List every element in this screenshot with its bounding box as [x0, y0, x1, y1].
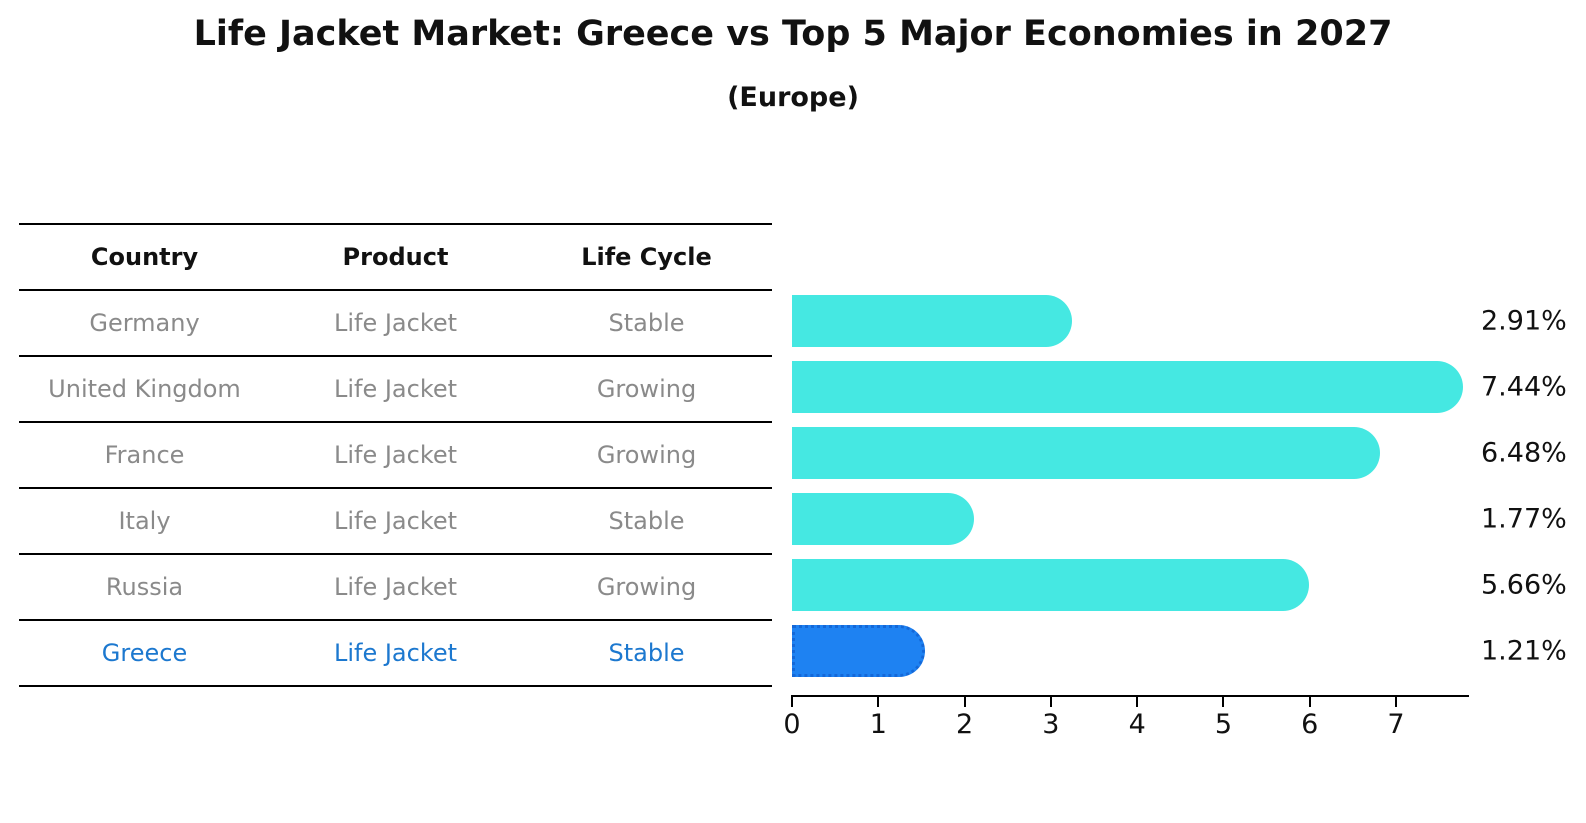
x-tick-label-1: 1: [869, 709, 887, 740]
life-cycle-cell: Stable: [608, 507, 685, 535]
x-tick-label-3: 3: [1042, 709, 1060, 740]
life-cycle-cell: Stable: [608, 639, 685, 667]
x-tick-label-2: 2: [955, 709, 974, 740]
bar-italy: [792, 493, 974, 545]
product-cell: Life Jacket: [333, 375, 458, 403]
value-label-greece: 1.21%: [1481, 635, 1567, 667]
table-row-united-kingdom: United Kingdom Life Jacket Growing: [19, 357, 772, 423]
x-tick-mark-7: [1395, 695, 1398, 707]
product-cell: Life Jacket: [333, 573, 458, 601]
life-cycle-cell: Growing: [596, 441, 697, 469]
x-tick-mark-3: [1049, 695, 1052, 707]
country-cell: Italy: [118, 507, 171, 535]
country-cell: Russia: [105, 573, 184, 601]
x-tick-label-6: 6: [1301, 709, 1319, 740]
bar-russia: [792, 559, 1309, 611]
value-label-italy: 1.77%: [1481, 503, 1567, 535]
country-cell: Greece: [101, 639, 188, 667]
x-tick-mark-4: [1136, 695, 1139, 707]
chart-title: Life Jacket Market: Greece vs Top 5 Majo…: [193, 14, 1393, 54]
bar-united-kingdom: [792, 361, 1463, 413]
product-cell: Life Jacket: [333, 441, 458, 469]
bar-france: [792, 427, 1380, 479]
chart-subtitle: (Europe): [727, 82, 859, 113]
country-cell: United Kingdom: [48, 375, 241, 403]
column-header-life-cycle: Life Cycle: [581, 243, 712, 271]
life-cycle-cell: Growing: [596, 375, 697, 403]
value-label-united-kingdom: 7.44%: [1481, 371, 1567, 403]
x-axis-line: [792, 695, 1469, 697]
country-cell: France: [104, 441, 185, 469]
column-header-country: Country: [90, 243, 199, 271]
table-row-greece: Greece Life Jacket Stable: [19, 621, 772, 687]
x-tick-label-7: 7: [1387, 709, 1405, 740]
x-tick-mark-1: [877, 695, 880, 707]
x-tick-mark-0: [791, 695, 793, 707]
bar-germany: [792, 295, 1072, 347]
value-label-russia: 5.66%: [1481, 569, 1567, 601]
x-tick-label-4: 4: [1128, 709, 1146, 740]
table-row-france: France Life Jacket Growing: [19, 423, 772, 489]
column-header-product: Product: [342, 243, 449, 271]
product-cell: Life Jacket: [333, 639, 458, 667]
life-cycle-cell: Growing: [596, 573, 697, 601]
table-row-italy: Italy Life Jacket Stable: [19, 489, 772, 555]
table-header-row: Country Product Life Cycle: [19, 225, 772, 291]
x-tick-label-5: 5: [1214, 709, 1233, 740]
country-cell: Germany: [89, 309, 200, 337]
x-tick-label-0: 0: [783, 709, 801, 740]
value-label-germany: 2.91%: [1481, 305, 1567, 337]
bar-greece: [792, 625, 925, 677]
table-row-germany: Germany Life Jacket Stable: [19, 291, 772, 357]
product-cell: Life Jacket: [333, 507, 458, 535]
life-cycle-cell: Stable: [608, 309, 685, 337]
x-tick-mark-2: [963, 695, 966, 707]
x-tick-mark-5: [1222, 695, 1225, 707]
product-cell: Life Jacket: [333, 309, 458, 337]
table-row-russia: Russia Life Jacket Growing: [19, 555, 772, 621]
x-tick-mark-6: [1308, 695, 1311, 707]
comparison-table: Country Product Life Cycle Germany Life Jack…: [19, 223, 772, 687]
value-label-france: 6.48%: [1481, 437, 1567, 469]
